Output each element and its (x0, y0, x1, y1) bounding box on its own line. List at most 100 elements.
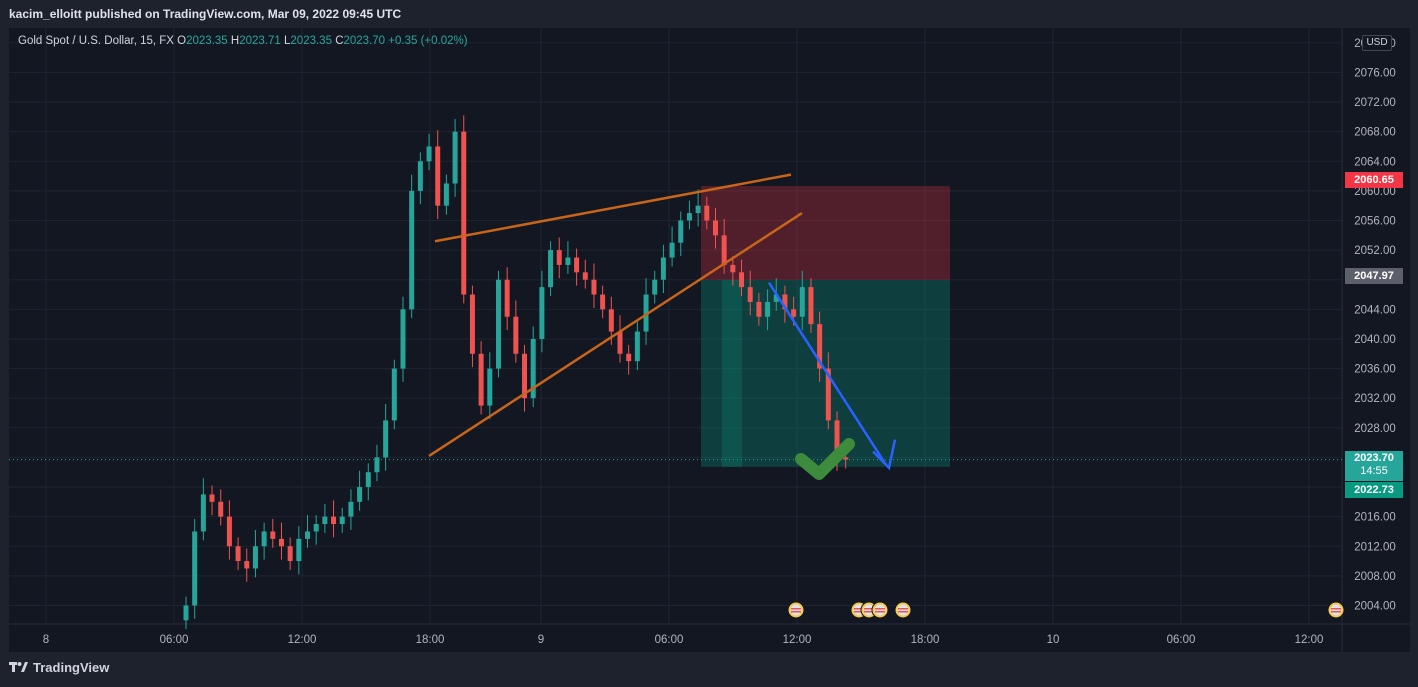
wedge-upper-line (434, 173, 792, 243)
candle-body (539, 287, 545, 339)
candle-body (348, 501, 354, 517)
candle-body (244, 561, 250, 569)
candle-body (461, 131, 467, 295)
y-tick-label: 2076.00 (1354, 67, 1396, 79)
event-flag-icon (897, 604, 909, 616)
candle-body (357, 487, 363, 502)
stop-price-tag: 2060.65 (1345, 172, 1403, 188)
candle-body (808, 287, 814, 325)
candle-body (747, 287, 753, 302)
candle-body (469, 294, 475, 354)
publish-text: kacim_elloitt published on TradingView.c… (9, 7, 402, 21)
tradingview-logo-icon (9, 661, 29, 676)
candle-body (721, 235, 727, 265)
candle-body (600, 294, 606, 310)
check-icon (795, 438, 855, 480)
entry-price-tag: 2047.97 (1345, 268, 1403, 284)
x-tick-label: 10 (1047, 634, 1060, 646)
x-tick-label: 9 (538, 634, 544, 646)
candle-body (183, 605, 189, 621)
target-price-tag: 2022.73 (1345, 482, 1403, 498)
chart-pane[interactable]: 2004.002008.002012.002016.002020.002024.… (9, 28, 1410, 652)
y-tick-label: 2044.00 (1354, 304, 1396, 316)
candle-body (218, 501, 224, 517)
candle-body (634, 331, 640, 362)
candle-body (287, 546, 293, 562)
y-tick-label: 2036.00 (1354, 364, 1396, 376)
candle-body (834, 420, 840, 458)
candle-body (686, 213, 692, 221)
candle-body (574, 257, 580, 273)
y-tick-label: 2056.00 (1354, 215, 1396, 227)
symbol-name: Gold Spot / U.S. Dollar, 15, FX (18, 35, 174, 47)
x-tick-label: 06:00 (160, 634, 189, 646)
x-tick-label: 18:00 (416, 634, 445, 646)
projection-arrowhead (872, 439, 897, 471)
x-tick-label: 18:00 (911, 634, 940, 646)
candle-body (322, 516, 328, 525)
candle-body (435, 146, 441, 206)
projection-arrow (767, 282, 888, 466)
tradingview-footer[interactable]: TradingView (9, 660, 109, 676)
y-tick-label: 2032.00 (1354, 393, 1396, 405)
event-flag-icon (875, 608, 885, 610)
candle-body (487, 368, 493, 406)
candle-body (548, 250, 554, 288)
candle-body (773, 294, 779, 302)
bar-countdown: 14:55 (1360, 465, 1388, 477)
footer-brand: TradingView (33, 660, 110, 675)
candle-body (799, 287, 805, 317)
candle-body (565, 257, 571, 265)
last-price-tag: 2023.70 14:55 (1345, 451, 1403, 481)
candle-body (695, 205, 701, 214)
candle-body (192, 531, 198, 606)
event-flag-icon (1330, 604, 1342, 616)
candle-body (400, 309, 406, 369)
candle-body (782, 294, 788, 310)
candle-body (339, 516, 345, 525)
candle-body (409, 190, 415, 310)
low-value: 2023.35 (290, 35, 332, 47)
candle-body (513, 316, 519, 354)
currency-badge[interactable]: USD (1362, 35, 1392, 51)
open-label: O (177, 35, 187, 47)
candle-body (478, 353, 484, 406)
candle-body (582, 272, 588, 280)
candle-body (443, 183, 449, 206)
candle-body (669, 242, 675, 258)
candle-body (530, 338, 536, 399)
change-value: +0.35 (+0.02%) (388, 35, 468, 47)
y-tick-label: 2064.00 (1354, 156, 1396, 168)
last-price-value: 2023.70 (1354, 452, 1394, 464)
candle-body (608, 309, 614, 332)
candle-body (331, 516, 337, 525)
candle-body (452, 131, 458, 184)
candle-body (817, 324, 823, 369)
event-flag-icon (864, 611, 874, 613)
candle-body (626, 353, 632, 362)
y-tick-label: 2004.00 (1354, 600, 1396, 612)
close-value: 2023.70 (343, 35, 386, 47)
event-flag-icon (874, 604, 886, 616)
take-profit-zone (701, 279, 950, 467)
y-tick-label: 2068.00 (1354, 127, 1396, 139)
candle-body (756, 301, 762, 317)
event-flag-icon (898, 608, 908, 610)
candle-body (739, 272, 745, 288)
y-tick-label: 2028.00 (1354, 423, 1396, 435)
candle-body (678, 220, 684, 243)
position-fill-zone (722, 279, 742, 467)
candle-body (383, 420, 389, 458)
candle-body (712, 220, 718, 236)
event-flag-icon (864, 608, 874, 610)
x-tick-label: 06:00 (1167, 634, 1196, 646)
event-flag-icon (854, 608, 864, 610)
candle-body (417, 161, 423, 191)
event-flag-icon (863, 604, 875, 616)
event-flag-icon (1331, 608, 1341, 610)
candle-body (209, 494, 215, 502)
publish-header: kacim_elloitt published on TradingView.c… (0, 0, 1418, 28)
price-chart[interactable]: 2004.002008.002012.002016.002020.002024.… (9, 28, 1410, 652)
candle-body (200, 494, 206, 532)
candle-body (261, 531, 267, 547)
